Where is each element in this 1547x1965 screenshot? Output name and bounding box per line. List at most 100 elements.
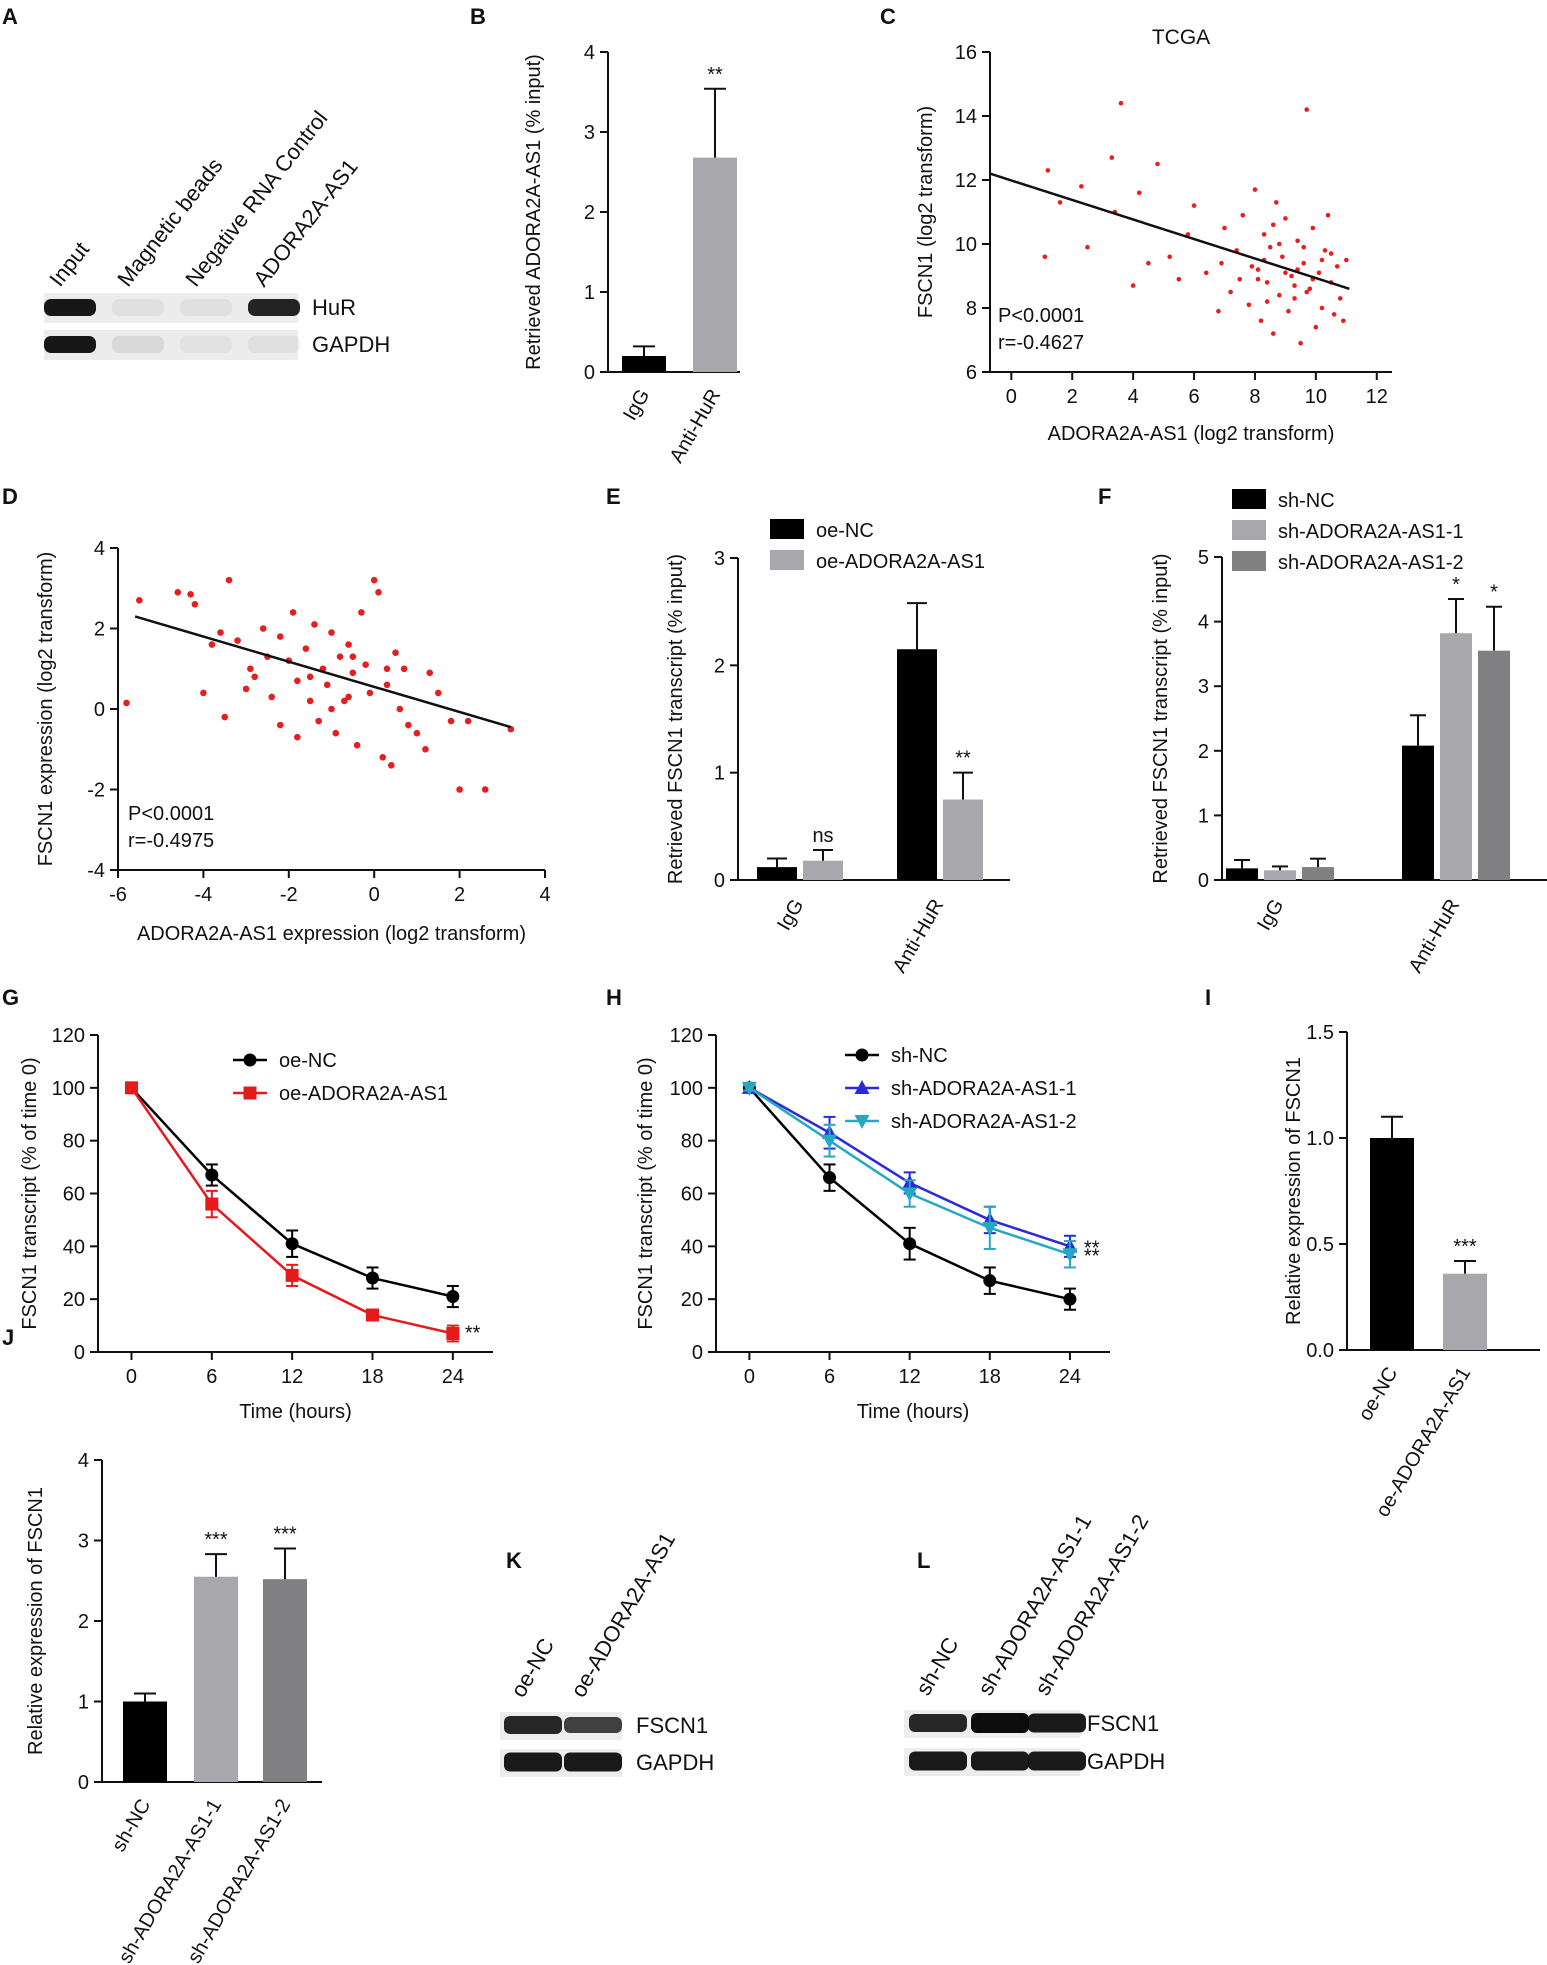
y-tick-label: 1 [584,282,595,304]
fit-line [134,615,512,729]
legend-label: sh-ADORA2A-AS1-1 [891,1078,1077,1100]
panel-letter-a: A [2,4,18,29]
scatter-point [456,786,463,793]
data-point [741,1081,757,1096]
legend-label: oe-NC [279,1050,337,1072]
scatter-point [1322,248,1328,253]
scatter-point [1118,100,1124,106]
x-tick-label: 18 [979,1366,1001,1388]
blot-band [180,336,232,353]
data-point [982,1221,998,1236]
x-axis-title: Time (hours) [857,1401,970,1423]
legend-label: oe-ADORA2A-AS1 [279,1083,448,1105]
scatter-point [259,625,267,632]
y-tick-label: 0 [1198,870,1209,892]
x-tick-label: 10 [1305,386,1327,408]
scatter-point [191,601,199,608]
y-tick-label: 0 [94,699,105,721]
data-point [205,1197,219,1211]
significance-label: ** [955,748,971,770]
blot-band [909,1714,967,1732]
scatter-point [341,697,348,705]
significance-label: *** [1453,1236,1477,1258]
scatter-point [1085,244,1090,250]
scatter-point [426,669,434,677]
significance-label: *** [204,1529,228,1551]
scatter-point [1261,232,1267,237]
bar-igg [803,860,843,880]
y-tick-label: 80 [63,1131,85,1153]
bar-anti-hur [1402,745,1434,880]
scatter-point [1286,308,1291,314]
scatter-point [413,729,421,737]
scatter-point [1340,318,1346,324]
x-axis-title: Time (hours) [239,1401,352,1423]
bar-sh-nc [123,1701,167,1782]
x-category-label: IgG [619,386,654,425]
y-tick-label: 20 [63,1289,85,1311]
y-tick-label: 3 [584,122,595,144]
legend-label: sh-ADORA2A-AS1-2 [891,1111,1077,1133]
y-tick-label: 40 [681,1236,703,1258]
scatter-point [1319,305,1325,311]
y-tick-label: 4 [1198,612,1209,634]
lane-label: Input [44,237,94,291]
scatter-point [1249,264,1255,269]
legend-swatch [770,550,804,570]
x-tick-label: 8 [1249,386,1260,408]
scatter-point [323,681,331,689]
scatter-point [225,576,233,584]
panel-k-western-blot: Koe-NC oe-ADORA2A-AS1 FSCN1 GAPDH [500,1528,714,1777]
scatter-point [306,673,314,681]
legend-label: oe-ADORA2A-AS1 [816,551,985,573]
legend-swatch [770,519,804,539]
y-tick-label: 4 [78,1450,89,1472]
panel-letter-c: C [880,4,896,29]
blot-band [248,336,300,353]
x-tick-label: 24 [442,1366,464,1388]
scatter-point [1289,273,1294,279]
bar-sh-adora2a-as1-2 [263,1579,307,1782]
blot-band [504,1752,562,1772]
blot-band [112,336,164,353]
blot-band [564,1752,622,1772]
scatter-point [1283,270,1288,276]
scatter-point [247,665,254,673]
fit-line [989,172,1350,290]
legend-marker [854,1080,870,1094]
scatter-point [1313,324,1319,330]
data-point [205,1168,219,1182]
scatter-point [1219,260,1224,266]
scatter-point [289,609,297,616]
scatter-point [464,717,472,725]
lane-label: oe-NC [506,1634,559,1702]
panel-letter-b: B [470,4,486,29]
y-axis-title: FSCN1 transcript (% of time 0) [635,1057,657,1329]
scatter-point [302,645,310,652]
y-tick-label: 16 [955,42,977,64]
x-category-label: IgG [773,896,808,935]
y-axis-title: Retrieved ADORA2A-AS1 (% input) [523,54,545,370]
bar-sh-adora2a-as1-1 [194,1576,238,1782]
scatter-point [242,685,250,693]
x-tick-label: 24 [1059,1366,1081,1388]
scatter-point [383,681,391,689]
x-category-label: IgG [1253,896,1288,935]
scatter-point [123,699,130,707]
blot-band [180,299,232,316]
panel-e-grouped-bar-chart: E 0 1 2 3 Retrieved FSCN1 transcript (% input… [606,484,1010,977]
scatter-point [1298,340,1303,346]
blot-band [909,1751,967,1771]
panel-d-scatter-chart: D -4 -2 0 2 4 FSCN1 expression (log2 transform… [2,484,551,945]
y-tick-label: 120 [52,1025,85,1047]
scatter-point [1273,200,1279,205]
y-tick-label: 4 [94,538,105,560]
legend-label: sh-NC [1278,490,1335,512]
scatter-point [1057,200,1063,205]
scatter-point [1130,283,1136,288]
scatter-point [1304,107,1310,112]
y-tick-label: 1.0 [1306,1128,1334,1150]
scatter-point [387,762,395,769]
